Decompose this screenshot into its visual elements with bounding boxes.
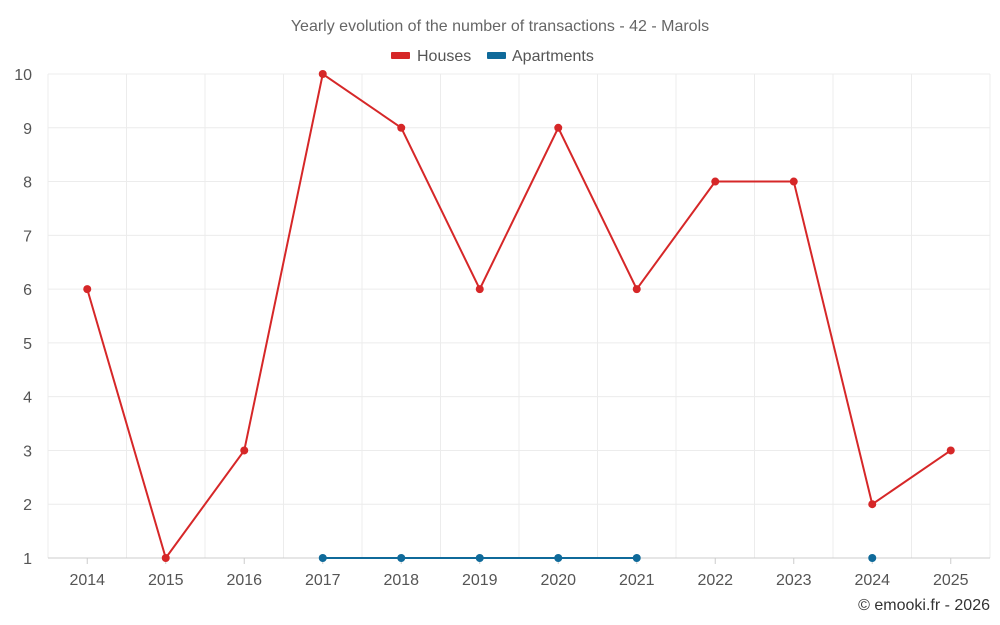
legend-label: Apartments [512, 48, 594, 65]
x-tick-label: 2020 [540, 572, 576, 589]
y-tick-label: 9 [23, 121, 32, 138]
data-point-apartments-2021[interactable] [632, 554, 641, 562]
data-point-houses-2017[interactable] [318, 70, 327, 78]
x-tick-label: 2021 [619, 572, 655, 589]
x-tick-label: 2015 [148, 572, 184, 589]
data-point-houses-2018[interactable] [397, 123, 406, 132]
data-point-apartments-2024[interactable] [868, 554, 877, 562]
legend-label: Houses [417, 48, 471, 65]
y-tick-label: 10 [14, 67, 32, 84]
y-tick-label: 4 [23, 390, 32, 407]
data-point-houses-2019[interactable] [475, 285, 484, 294]
data-point-apartments-2020[interactable] [554, 554, 563, 562]
data-point-houses-2022[interactable] [711, 177, 720, 186]
data-point-houses-2023[interactable] [789, 177, 798, 186]
grid-lines [47, 73, 991, 558]
x-tick-label: 2018 [383, 572, 419, 589]
legend-swatch [391, 52, 410, 59]
data-point-houses-2016[interactable] [240, 446, 249, 455]
data-point-houses-2021[interactable] [632, 285, 641, 294]
data-point-houses-2014[interactable] [83, 285, 92, 294]
y-tick-label: 2 [23, 497, 32, 514]
data-point-houses-2020[interactable] [554, 123, 563, 132]
chart-title: Yearly evolution of the number of transa… [291, 18, 709, 35]
x-tick-label: 2022 [697, 572, 733, 589]
axes: 1 2 3 4 5 6 7 8 9 10 2014 2015 2016 2017 2018 2019 2020 2… [14, 67, 990, 589]
legend-swatch [487, 52, 506, 59]
data-point-houses-2015[interactable] [161, 554, 170, 562]
series-houses [83, 70, 955, 562]
x-tick-label: 2019 [462, 572, 498, 589]
series-apartments [318, 554, 877, 562]
data-point-houses-2025[interactable] [946, 446, 955, 455]
y-tick-label: 1 [23, 551, 32, 568]
x-tick-label: 2025 [933, 572, 969, 589]
x-tick-label: 2024 [854, 572, 890, 589]
y-tick-label: 3 [23, 443, 32, 460]
y-tick-label: 5 [23, 336, 32, 353]
y-tick-label: 8 [23, 175, 32, 192]
y-tick-label: 6 [23, 282, 32, 299]
x-tick-label: 2014 [69, 572, 105, 589]
credit-text: © emooki.fr - 2026 [858, 597, 990, 614]
data-point-houses-2024[interactable] [868, 500, 877, 509]
y-tick-label: 7 [23, 228, 32, 245]
legend-item-apartments[interactable]: Apartments [487, 48, 594, 65]
data-point-apartments-2017[interactable] [318, 554, 327, 562]
x-tick-label: 2017 [305, 572, 341, 589]
x-tick-label: 2023 [776, 572, 812, 589]
legend: Houses Apartments [391, 48, 594, 65]
x-tick-label: 2016 [226, 572, 262, 589]
data-point-apartments-2019[interactable] [475, 554, 484, 562]
legend-item-houses[interactable]: Houses [391, 48, 471, 65]
data-point-apartments-2018[interactable] [397, 554, 406, 562]
series-line-houses [86, 72, 952, 561]
series-group [83, 70, 955, 562]
